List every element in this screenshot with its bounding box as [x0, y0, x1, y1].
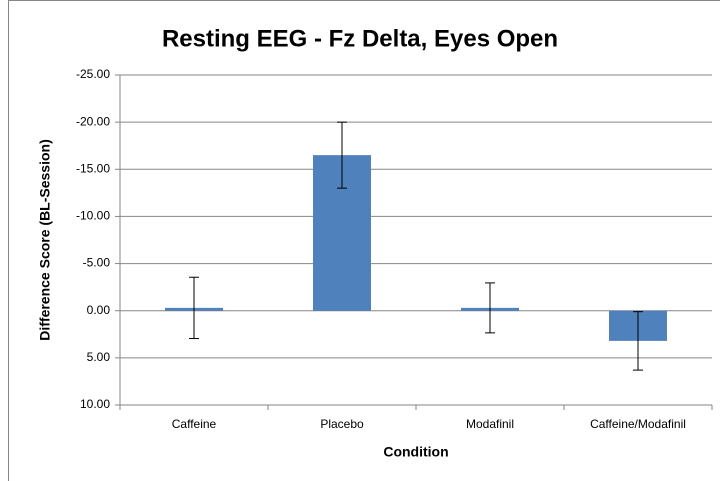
chart-title: Resting EEG - Fz Delta, Eyes Open	[162, 25, 558, 52]
x-tick-label: Caffeine	[172, 417, 217, 431]
y-tick-label: -15.00	[76, 161, 110, 175]
y-tick-label: 5.00	[87, 350, 111, 364]
x-axis-label: Condition	[383, 444, 448, 460]
y-tick-label: 0.00	[87, 303, 111, 317]
x-tick-label: Modafinil	[466, 417, 514, 431]
x-tick-label: Placebo	[320, 417, 364, 431]
y-tick-label: -25.00	[76, 67, 110, 81]
chart-border	[8, 0, 720, 481]
y-tick-label: -10.00	[76, 209, 110, 223]
x-tick-label: Caffeine/Modafinil	[590, 417, 686, 431]
y-tick-label: -5.00	[83, 256, 111, 270]
y-tick-label: -20.00	[76, 114, 110, 128]
y-tick-label: 10.00	[80, 397, 110, 411]
y-axis-label: Difference Score (BL-Session)	[37, 139, 53, 341]
